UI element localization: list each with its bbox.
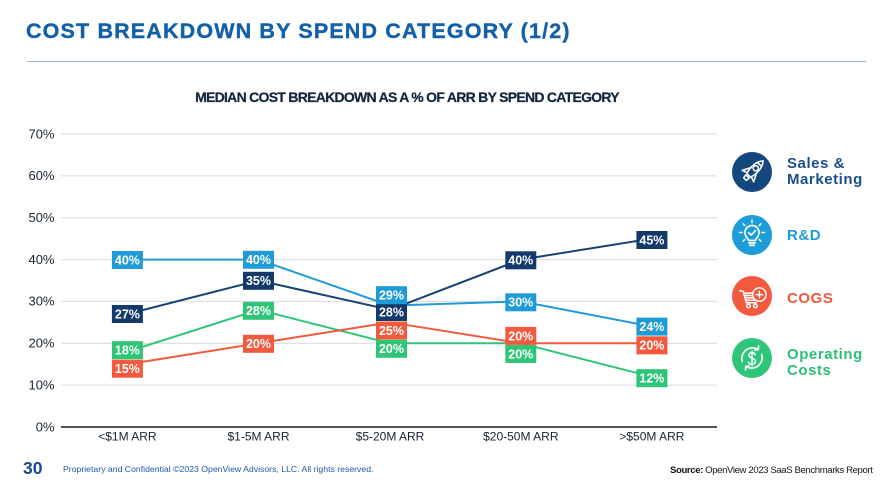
svg-text:$20-50M ARR: $20-50M ARR [483,430,559,444]
svg-text:20%: 20% [246,337,271,351]
svg-text:0%: 0% [36,419,55,434]
svg-text:20%: 20% [639,339,664,353]
svg-text:$1-5M ARR: $1-5M ARR [227,430,289,444]
svg-text:30%: 30% [28,294,54,309]
svg-text:$5-20M ARR: $5-20M ARR [356,430,425,444]
svg-text:40%: 40% [28,252,54,267]
svg-text:10%: 10% [28,377,54,392]
svg-text:35%: 35% [246,274,271,288]
svg-text:>$50M ARR: >$50M ARR [619,430,684,444]
svg-text:45%: 45% [639,233,664,247]
svg-text:50%: 50% [28,210,54,225]
svg-text:30%: 30% [508,296,533,310]
svg-text:28%: 28% [379,305,404,319]
svg-text:29%: 29% [379,289,404,303]
svg-text:40%: 40% [115,253,140,267]
svg-text:<$1M ARR: <$1M ARR [98,430,157,444]
svg-text:70%: 70% [28,126,54,141]
svg-text:20%: 20% [508,347,533,361]
svg-text:27%: 27% [115,307,140,321]
svg-text:18%: 18% [115,344,140,358]
svg-text:20%: 20% [28,336,54,351]
svg-text:12%: 12% [639,372,664,386]
svg-text:60%: 60% [28,168,54,183]
svg-text:40%: 40% [508,254,533,268]
svg-text:40%: 40% [246,253,271,267]
svg-text:20%: 20% [508,329,533,343]
svg-text:28%: 28% [246,304,271,318]
svg-text:15%: 15% [115,362,140,376]
svg-text:24%: 24% [639,320,664,334]
svg-text:25%: 25% [379,324,404,338]
svg-text:20%: 20% [379,342,404,356]
